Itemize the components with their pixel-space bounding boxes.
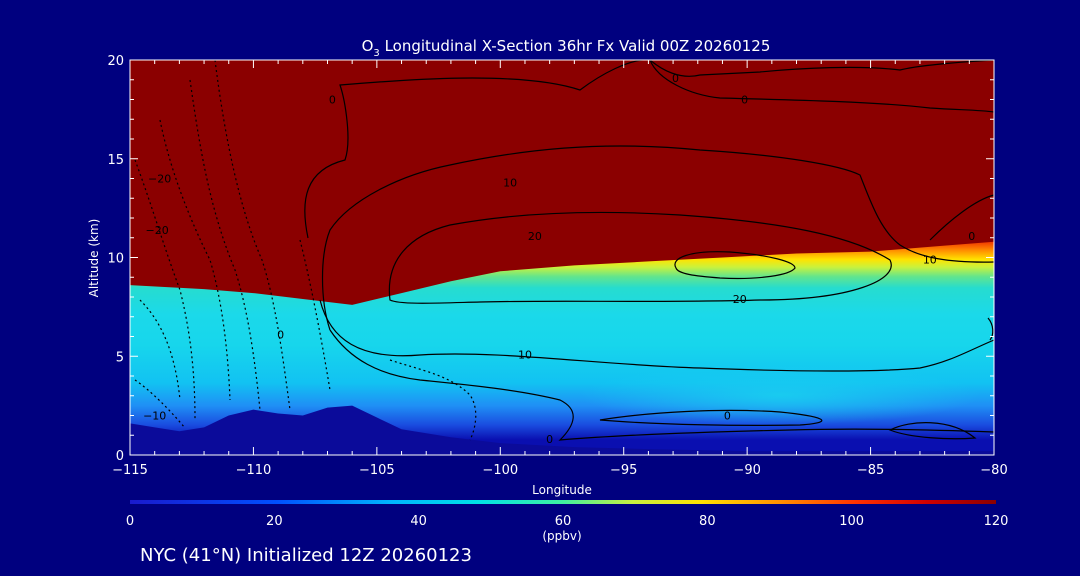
contour-label: 0	[968, 230, 975, 243]
colorbar-ticks: 0 20 40 60 80 100 120	[126, 514, 1009, 529]
y-tick-label: 0	[116, 449, 124, 464]
x-tick-label: −80	[980, 463, 1007, 478]
contour-label: 10	[923, 253, 937, 266]
contour-20-inner	[674, 251, 796, 280]
colorbar-tick-label: 40	[410, 514, 427, 529]
colorbar-tick-label: 100	[839, 514, 864, 529]
contour-label: 0	[672, 72, 679, 85]
contour-0-lower	[329, 329, 994, 441]
colorbar-tick-label: 80	[699, 514, 716, 529]
contour-0-east-pocket	[888, 422, 977, 440]
contour-label: 20	[733, 293, 747, 306]
colorbar	[130, 500, 996, 504]
contour-label: 20	[528, 230, 542, 243]
x-tick-label: −110	[236, 463, 272, 478]
contour-label: −20	[146, 224, 169, 237]
y-axis-label: Altitude (km)	[87, 219, 101, 298]
neg-contour-1	[214, 60, 291, 411]
x-axis-label: Longitude	[532, 483, 592, 497]
contour-0-ridge	[649, 60, 994, 113]
contour-10-upper	[321, 145, 994, 331]
contour-label: 0	[329, 94, 336, 107]
y-tick-label: 15	[107, 153, 124, 168]
x-tick-label: −105	[359, 463, 395, 478]
neg-contour-8	[134, 379, 186, 429]
terrain	[130, 405, 994, 455]
colorbar-tick-label: 0	[126, 514, 134, 529]
colorbar-tick-label: 20	[266, 514, 283, 529]
plot-area: 0 0 0 10 20 20 10 10 0 0 0 0 −20 −20 −10	[130, 60, 994, 455]
contour-label: 0	[724, 410, 731, 423]
contour-label: 0	[277, 329, 284, 342]
contour-0-pocket	[599, 409, 823, 426]
contour-0-east-upper	[929, 194, 994, 241]
x-tick-label: −95	[610, 463, 637, 478]
colorbar-unit-label: (ppbv)	[542, 529, 581, 543]
neg-contour-4	[134, 159, 196, 421]
contour-label: −10	[143, 410, 166, 423]
y-tick-label: 10	[107, 252, 124, 267]
colorbar-tick-label: 120	[984, 514, 1009, 529]
contour-label: 0	[741, 94, 748, 107]
x-tick-label: −115	[112, 463, 148, 478]
contour-0-east-side	[987, 317, 994, 341]
chart-title: O3 Longitudinal X-Section 36hr Fx Valid …	[362, 37, 771, 59]
low-ozone-pocket	[580, 365, 980, 425]
y-tick-label: 20	[107, 54, 124, 69]
contour-20	[388, 211, 892, 304]
negative-contours	[134, 60, 477, 441]
stratosphere-region	[130, 60, 994, 305]
y-axis: 0 5 10 15 20	[107, 54, 994, 464]
contour-10-lower	[319, 299, 994, 372]
contour-label: 10	[503, 176, 517, 189]
contour-label: −20	[148, 173, 171, 186]
footer-text: NYC (41°N) Initialized 12Z 20260123	[140, 545, 472, 566]
neg-contour-3	[159, 119, 231, 401]
contour-lines	[304, 60, 994, 441]
neg-contour-6	[139, 299, 181, 401]
contour-0-upper	[304, 60, 994, 239]
contour-label: 10	[518, 348, 532, 361]
x-tick-label: −85	[857, 463, 884, 478]
x-tick-label: −100	[482, 463, 518, 478]
colorbar-tick-label: 60	[555, 514, 572, 529]
x-axis: −115 −110 −105 −100 −95 −90 −85 −80	[112, 60, 1008, 478]
x-tick-label: −90	[733, 463, 760, 478]
y-tick-label: 5	[116, 350, 124, 365]
neg-contour-7	[389, 359, 477, 441]
contour-label: 0	[546, 433, 553, 446]
neg-contour-2	[189, 79, 261, 411]
contour-labels: 0 0 0 10 20 20 10 10 0 0 0 0 −20 −20 −10	[143, 72, 975, 446]
